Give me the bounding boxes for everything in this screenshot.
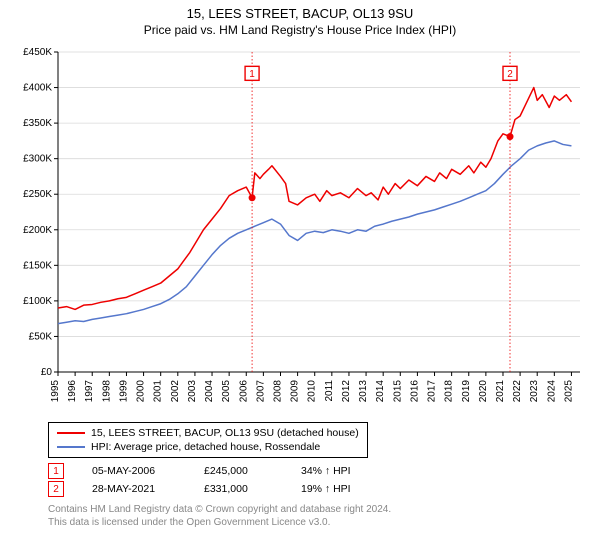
- svg-text:1997: 1997: [84, 380, 95, 403]
- sale-date: 05-MAY-2006: [92, 465, 182, 477]
- sale-badge-1-icon: 1: [48, 463, 64, 479]
- sale-price: £245,000: [204, 465, 279, 477]
- svg-text:1999: 1999: [118, 380, 129, 403]
- svg-text:2: 2: [507, 69, 513, 80]
- svg-text:£450K: £450K: [23, 47, 52, 58]
- sale-row: 2 28-MAY-2021 £331,000 19% ↑ HPI: [48, 480, 381, 498]
- svg-text:2018: 2018: [444, 380, 455, 403]
- svg-text:1: 1: [249, 69, 255, 80]
- svg-text:2021: 2021: [495, 380, 506, 403]
- svg-text:2024: 2024: [546, 380, 557, 403]
- svg-text:2013: 2013: [358, 380, 369, 403]
- svg-text:£150K: £150K: [23, 260, 52, 271]
- sale-date: 28-MAY-2021: [92, 483, 182, 495]
- legend-swatch-series1: [57, 432, 85, 434]
- svg-text:£250K: £250K: [23, 189, 52, 200]
- svg-text:2008: 2008: [272, 380, 283, 403]
- svg-text:2016: 2016: [409, 380, 420, 403]
- svg-text:£300K: £300K: [23, 154, 52, 165]
- legend-label-series2: HPI: Average price, detached house, Ross…: [91, 440, 320, 454]
- svg-text:£350K: £350K: [23, 118, 52, 129]
- svg-text:2007: 2007: [255, 380, 266, 403]
- svg-text:£50K: £50K: [29, 331, 53, 342]
- svg-text:£200K: £200K: [23, 225, 52, 236]
- sale-badge-2-icon: 2: [48, 481, 64, 497]
- sale-row: 1 05-MAY-2006 £245,000 34% ↑ HPI: [48, 462, 381, 480]
- svg-text:2023: 2023: [529, 380, 540, 403]
- svg-text:2014: 2014: [375, 380, 386, 403]
- svg-text:1998: 1998: [101, 380, 112, 403]
- svg-text:£400K: £400K: [23, 83, 52, 94]
- svg-text:2010: 2010: [307, 380, 318, 403]
- footer-line2: This data is licensed under the Open Gov…: [48, 516, 391, 529]
- attribution-footer: Contains HM Land Registry data © Crown c…: [48, 503, 391, 529]
- address-title: 15, LEES STREET, BACUP, OL13 9SU: [0, 6, 600, 21]
- price-chart: £0 £50K £100K £150K £200K £250K £300K £350K £400…: [10, 46, 590, 416]
- svg-text:£100K: £100K: [23, 296, 52, 307]
- svg-text:2019: 2019: [461, 380, 472, 403]
- legend-row-series2: HPI: Average price, detached house, Ross…: [57, 440, 359, 454]
- chart-subtitle: Price paid vs. HM Land Registry's House …: [0, 23, 600, 37]
- legend-swatch-series2: [57, 446, 85, 448]
- svg-text:2006: 2006: [238, 380, 249, 403]
- svg-text:2003: 2003: [187, 380, 198, 403]
- svg-text:2022: 2022: [512, 380, 523, 403]
- sale-comparison: 19% ↑ HPI: [301, 483, 381, 495]
- svg-text:2000: 2000: [136, 380, 147, 403]
- title-block: 15, LEES STREET, BACUP, OL13 9SU Price p…: [0, 0, 600, 37]
- footer-line1: Contains HM Land Registry data © Crown c…: [48, 503, 391, 516]
- page-root: 15, LEES STREET, BACUP, OL13 9SU Price p…: [0, 0, 600, 560]
- svg-text:2020: 2020: [478, 380, 489, 403]
- legend-label-series1: 15, LEES STREET, BACUP, OL13 9SU (detach…: [91, 426, 359, 440]
- chart-area: £0 £50K £100K £150K £200K £250K £300K £350K £400…: [10, 46, 590, 416]
- svg-text:£0: £0: [41, 367, 53, 378]
- svg-text:2009: 2009: [290, 380, 301, 403]
- sale-comparison: 34% ↑ HPI: [301, 465, 381, 477]
- sale-price: £331,000: [204, 483, 279, 495]
- sale-events: 1 05-MAY-2006 £245,000 34% ↑ HPI 2 28-MA…: [48, 462, 381, 498]
- svg-text:2005: 2005: [221, 380, 232, 403]
- legend-row-series1: 15, LEES STREET, BACUP, OL13 9SU (detach…: [57, 426, 359, 440]
- svg-text:2015: 2015: [392, 380, 403, 403]
- svg-text:2012: 2012: [341, 380, 352, 403]
- svg-text:2025: 2025: [563, 380, 574, 403]
- svg-text:1995: 1995: [50, 380, 61, 403]
- legend: 15, LEES STREET, BACUP, OL13 9SU (detach…: [48, 422, 368, 458]
- svg-text:2017: 2017: [427, 380, 438, 403]
- svg-text:1996: 1996: [67, 380, 78, 403]
- svg-text:2001: 2001: [153, 380, 164, 403]
- svg-text:2002: 2002: [170, 380, 181, 403]
- svg-text:2011: 2011: [324, 380, 335, 402]
- svg-text:2004: 2004: [204, 380, 215, 403]
